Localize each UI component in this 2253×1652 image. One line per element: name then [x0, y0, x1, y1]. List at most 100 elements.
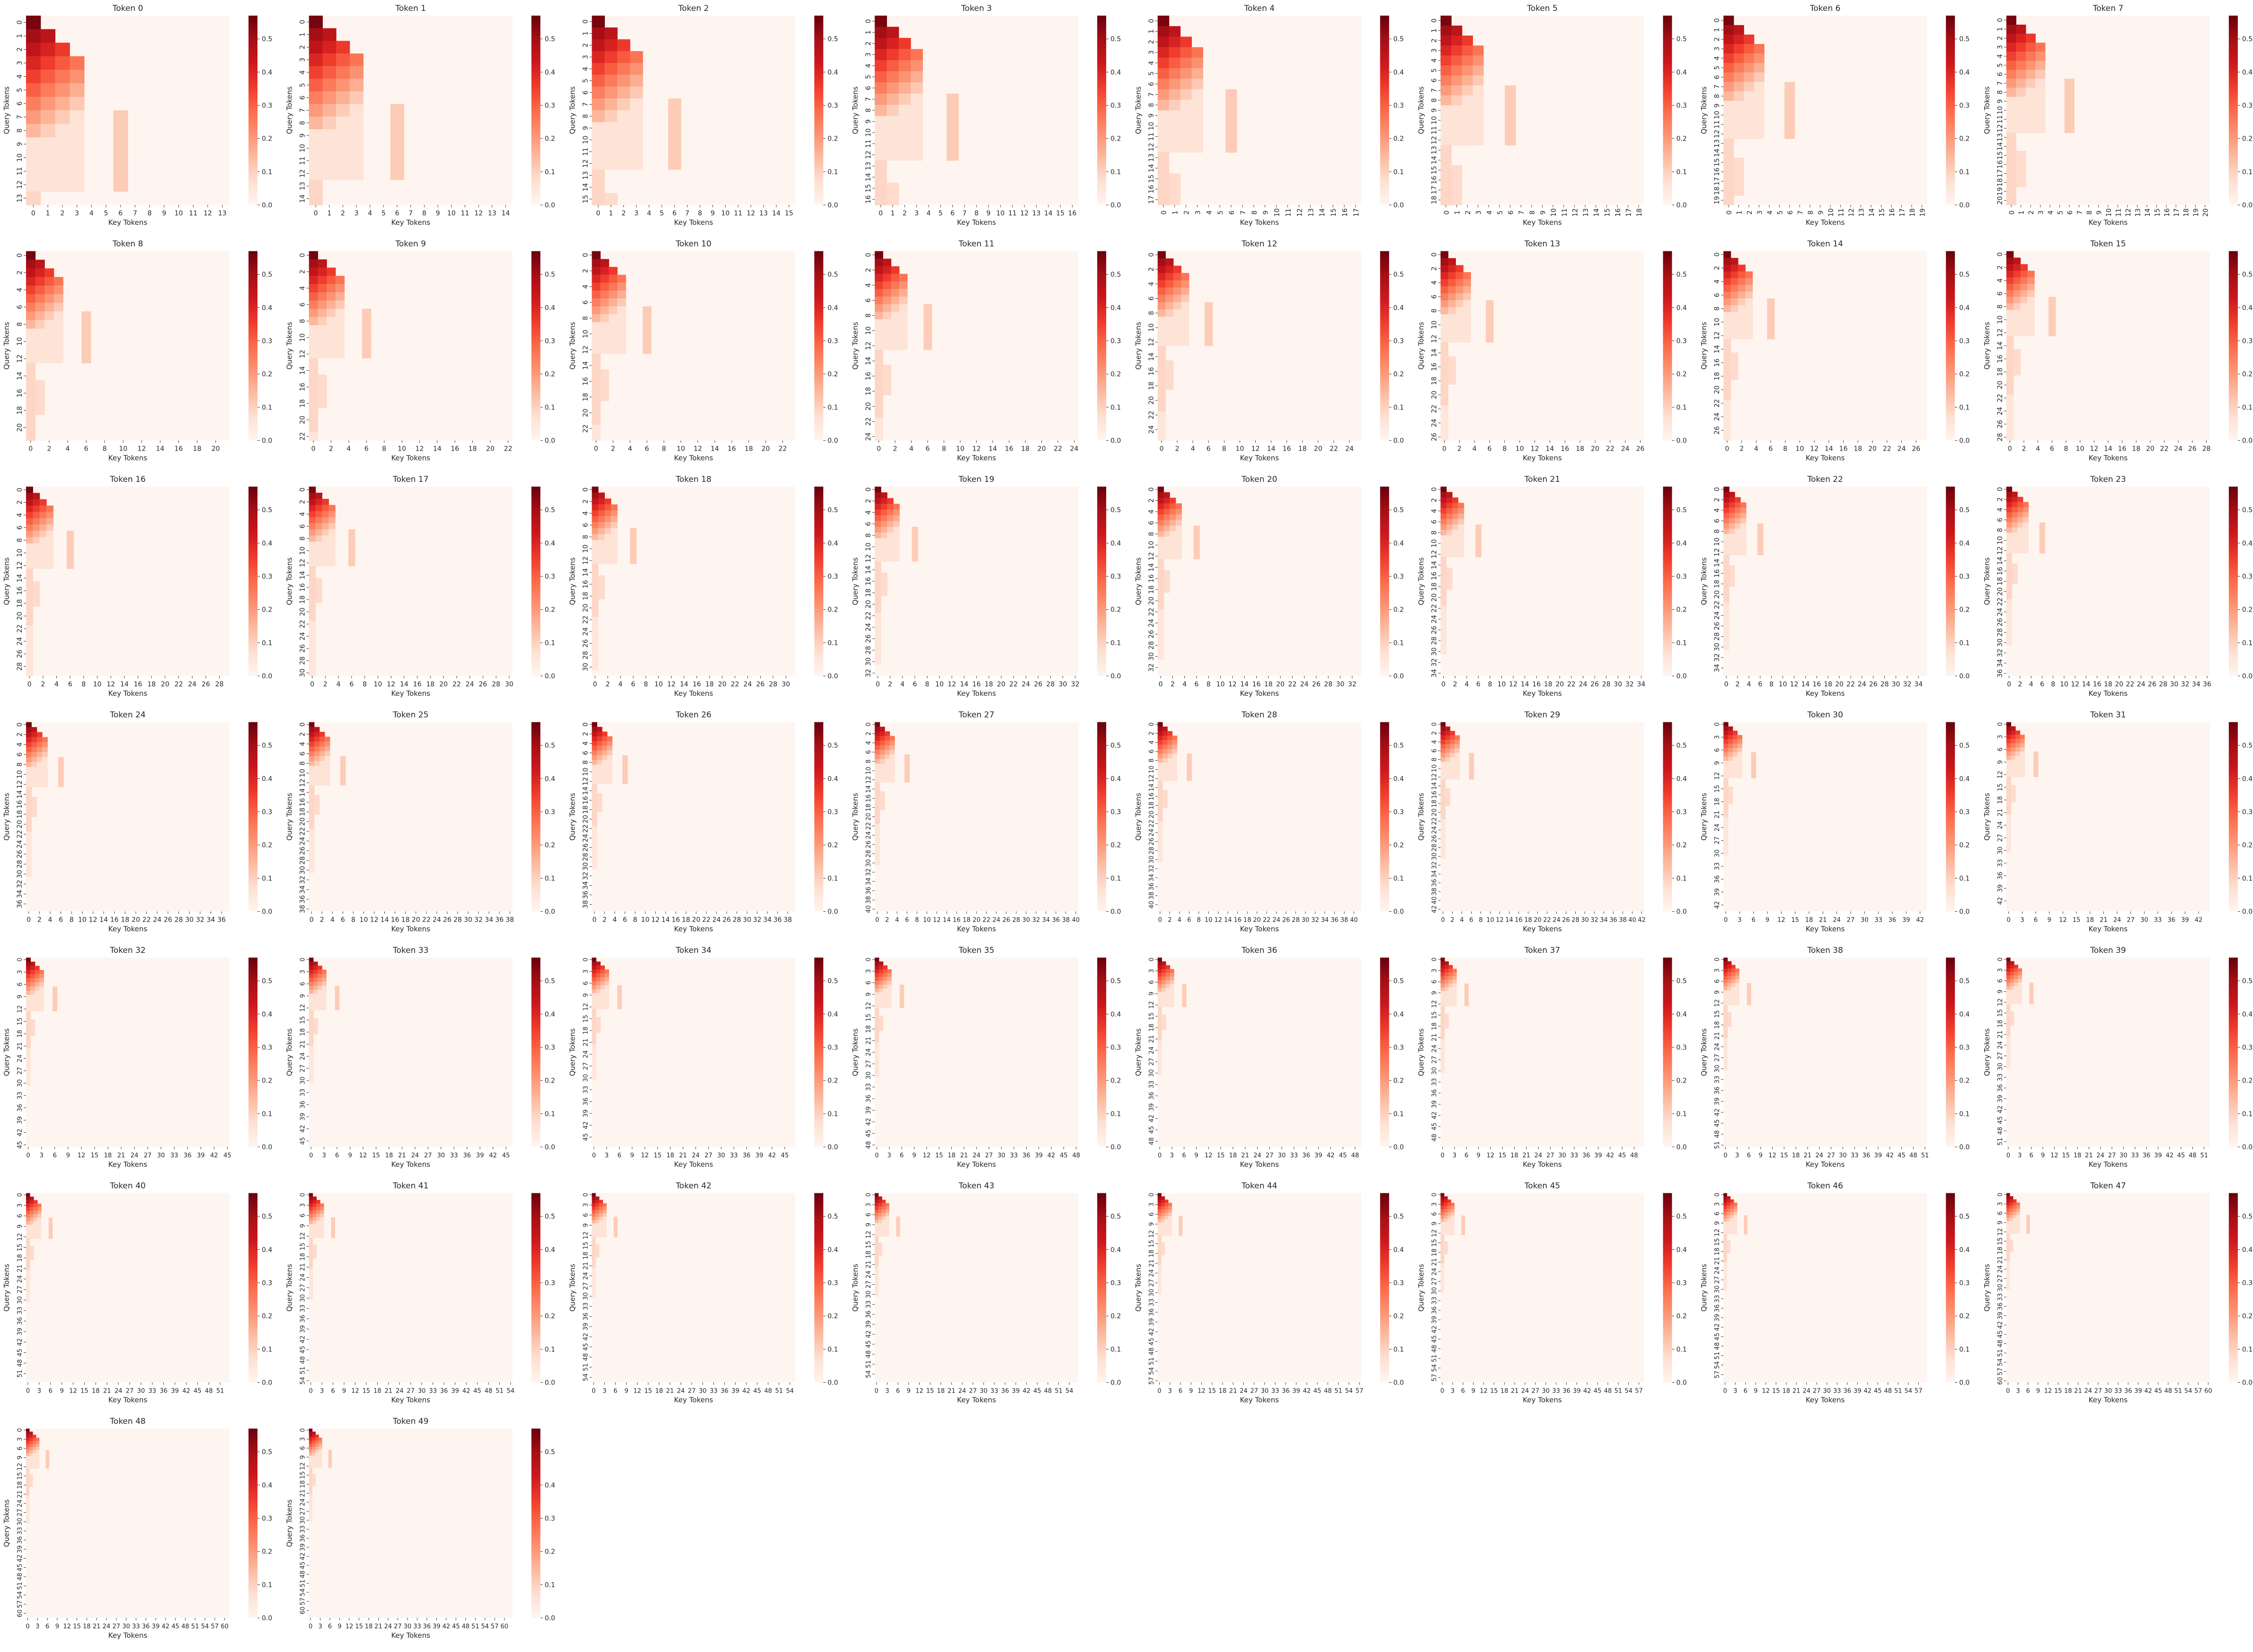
- heatmap-cell: [26, 631, 33, 639]
- heatmap-cell: [912, 526, 918, 533]
- heatmap-cell: [35, 389, 45, 398]
- x-tick-label: 18: [1854, 445, 1862, 453]
- heatmap-cell: [592, 487, 599, 493]
- colorbar-tick-label: 0.4: [827, 540, 838, 547]
- heatmap-cell: [1455, 748, 1460, 754]
- x-tick-label: 2: [1183, 211, 1191, 215]
- heatmap-cell: [319, 751, 325, 756]
- heatmap-cell: [923, 334, 932, 343]
- heatmap-cell: [1767, 325, 1775, 333]
- heatmap-cell: [1767, 312, 1775, 319]
- x-axis-label: Key Tokens: [1240, 925, 1279, 933]
- heatmap-cell: [1723, 420, 1731, 427]
- y-tick-label: 5: [16, 88, 24, 92]
- y-tick-label: 18: [865, 387, 872, 396]
- colorbar-tick-label: 0.2: [2242, 842, 2253, 849]
- y-tick-label: 6: [16, 305, 24, 309]
- colorbar-tick-label: 0.5: [1676, 506, 1687, 514]
- heatmap-cell: [39, 978, 44, 983]
- heatmap-cell: [912, 544, 918, 550]
- x-tick-label: 4: [1182, 681, 1187, 688]
- heatmap-cell: [35, 974, 40, 979]
- heatmap-cell: [875, 395, 883, 403]
- heatmap-cell: [1446, 568, 1453, 574]
- x-tick-label: 0: [592, 916, 596, 924]
- heatmap-cell: [1440, 65, 1452, 76]
- y-tick-label: 0: [1431, 252, 1438, 257]
- heatmap-cell: [875, 149, 887, 161]
- heatmap-cell: [1740, 523, 1747, 529]
- heatmap-cell: [1462, 55, 1473, 66]
- heatmap-cell: [324, 756, 330, 762]
- y-tick-label: 20: [1713, 385, 1721, 394]
- heatmap-cell: [30, 970, 35, 975]
- heatmap-cell: [891, 342, 900, 350]
- heatmap-cell: [2016, 97, 2026, 107]
- heatmap-cell: [1440, 524, 1447, 531]
- x-tick-label: 1: [46, 210, 50, 217]
- y-tick-label: 0: [582, 722, 589, 727]
- x-tick-label: 14: [381, 916, 389, 924]
- heatmap-cell: [1463, 307, 1471, 315]
- y-tick-label: 20: [299, 416, 307, 424]
- heatmap-cell: [617, 338, 626, 346]
- y-axis-label: Query Tokens: [1700, 86, 1708, 134]
- heatmap-cell: [1452, 524, 1458, 531]
- heatmap-cell: [2006, 507, 2013, 513]
- heatmap-cell: [630, 546, 637, 552]
- x-tick-label: 16: [2164, 208, 2171, 217]
- heatmap-cell: [875, 731, 880, 737]
- heatmap-cell: [26, 97, 41, 111]
- heatmap-cell: [875, 658, 881, 665]
- heatmap-cell: [883, 311, 892, 320]
- y-tick-label: 30: [1713, 643, 1721, 651]
- panel-title: Token 2: [678, 4, 709, 13]
- colorbar-tick-label: 0.5: [1959, 36, 1969, 43]
- x-tick-label: 26: [1912, 445, 1920, 453]
- y-tick-label: 4: [1431, 281, 1438, 285]
- y-tick-label: 24: [1148, 425, 1155, 434]
- heatmap-cell: [1167, 740, 1173, 745]
- heatmap-panel: Token 2902468101214161820222426283032343…: [1417, 711, 1687, 933]
- heatmap-cell: [611, 534, 618, 541]
- x-tick-label: 14: [1521, 681, 1529, 688]
- heatmap-cell: [604, 146, 618, 158]
- heatmap-cell: [1180, 47, 1192, 58]
- y-tick-label: 8: [1431, 531, 1438, 535]
- heatmap-cell: [2006, 169, 2016, 178]
- heatmap-cell: [2015, 747, 2021, 752]
- heatmap-cell: [875, 82, 887, 94]
- y-tick-label: 24: [865, 831, 872, 839]
- y-axis-label: Query Tokens: [568, 86, 577, 134]
- heatmap-cell: [2013, 297, 2021, 304]
- x-tick-label: 24: [1579, 681, 1588, 688]
- heatmap-cell: [1723, 72, 1734, 82]
- y-tick-label: 16: [865, 372, 872, 381]
- heatmap-cell: [1440, 412, 1449, 420]
- heatmap-cell: [1729, 518, 1735, 524]
- y-tick-label: 20: [1431, 391, 1438, 399]
- heatmap-cell: [67, 562, 74, 569]
- heatmap-cell: [1740, 550, 1747, 556]
- heatmap-cell: [875, 630, 881, 636]
- heatmap-cell: [604, 158, 618, 170]
- x-tick-label: 3: [2020, 917, 2024, 924]
- y-tick-label: 3: [1996, 45, 2004, 49]
- heatmap-cell: [2006, 258, 2014, 265]
- heatmap-panel: Token 2102468101214161820222426283032340…: [1417, 475, 1687, 698]
- heatmap-cell: [35, 406, 45, 415]
- heatmap-cell: [309, 492, 316, 499]
- heatmap-cell: [875, 296, 883, 305]
- heatmap-cell: [1440, 175, 1452, 186]
- x-tick-label: 8: [1222, 445, 1226, 453]
- x-tick-label: 24: [1552, 917, 1561, 924]
- y-tick-label: 26: [865, 841, 872, 849]
- y-tick-label: 10: [1431, 539, 1438, 548]
- y-tick-label: 0: [865, 488, 872, 492]
- heatmap-cell: [1784, 91, 1795, 101]
- heatmap-cell: [30, 1031, 35, 1036]
- x-tick-label: 26: [164, 916, 172, 924]
- heatmap-cell: [1732, 743, 1738, 748]
- heatmap-cell: [26, 285, 36, 295]
- heatmap-cell: [1754, 110, 1765, 120]
